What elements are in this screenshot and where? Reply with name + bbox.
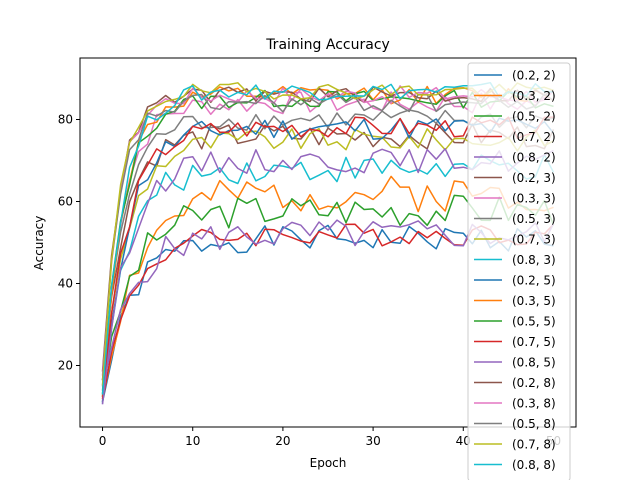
y-tick-label: 40 — [58, 277, 73, 291]
legend-label-10: (0.2, 5) — [512, 274, 556, 288]
legend-label-16: (0.3, 8) — [512, 397, 556, 411]
legend-label-15: (0.2, 8) — [512, 376, 556, 390]
legend-label-5: (0.2, 3) — [512, 171, 556, 185]
x-tick-label: 20 — [275, 434, 290, 448]
x-tick-label: 30 — [365, 434, 380, 448]
x-tick-label: 0 — [99, 434, 107, 448]
chart-title: Training Accuracy — [265, 37, 390, 53]
legend-label-0: (0.2, 2) — [512, 69, 556, 83]
y-tick-label: 80 — [58, 113, 73, 127]
legend-label-18: (0.7, 8) — [512, 438, 556, 452]
legend-label-8: (0.7, 3) — [512, 233, 556, 247]
legend-box — [467, 62, 571, 480]
x-axis-label: Epoch — [310, 456, 347, 470]
legend-label-3: (0.7, 2) — [512, 130, 556, 144]
legend: (0.2, 2) (0.3, 2) (0.5, 2) (0.7, 2) (0.8, 2)… — [467, 62, 571, 480]
y-axis-ticks: 20 40 60 80 — [58, 113, 80, 373]
legend-label-4: (0.8, 2) — [512, 151, 556, 165]
plot-area-frame — [79, 57, 577, 428]
legend-label-9: (0.8, 3) — [512, 253, 556, 267]
legend-label-11: (0.3, 5) — [512, 294, 556, 308]
y-tick-label: 20 — [58, 359, 73, 373]
legend-label-7: (0.5, 3) — [512, 212, 556, 226]
legend-label-13: (0.7, 5) — [512, 335, 556, 349]
legend-label-6: (0.3, 3) — [512, 192, 556, 206]
x-tick-label: 10 — [185, 434, 200, 448]
legend-label-12: (0.5, 5) — [512, 315, 556, 329]
x-tick-label: 40 — [456, 434, 471, 448]
legend-label-14: (0.8, 5) — [512, 356, 556, 370]
legend-label-1: (0.3, 2) — [512, 89, 556, 103]
legend-label-19: (0.8, 8) — [512, 458, 556, 472]
legend-label-2: (0.5, 2) — [512, 110, 556, 124]
legend-label-17: (0.5, 8) — [512, 417, 556, 431]
y-axis-label: Accuracy — [32, 216, 46, 271]
y-tick-label: 60 — [58, 195, 73, 209]
